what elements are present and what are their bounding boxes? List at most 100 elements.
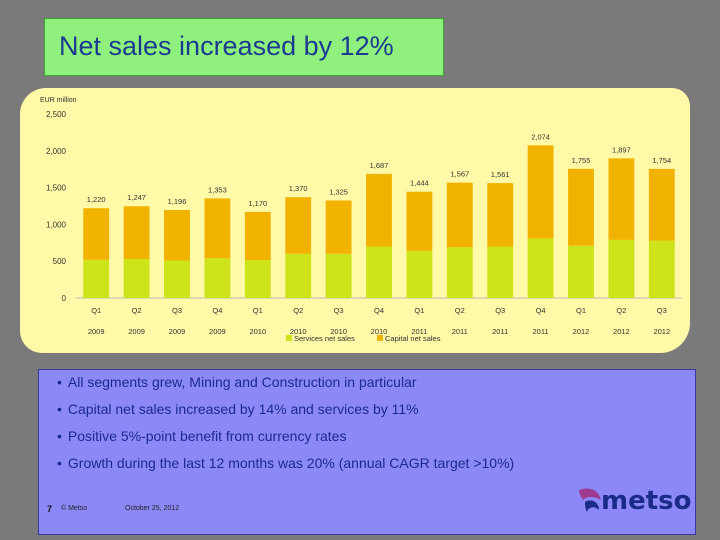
x-tick-year: 2010 xyxy=(330,327,347,336)
x-tick-quarter: Q4 xyxy=(536,306,546,315)
bar-services xyxy=(446,247,473,298)
bullet-3-text: Positive 5%-point benefit from currency … xyxy=(67,428,347,444)
y-tick-label: 2,000 xyxy=(46,147,67,156)
legend-swatch-capital xyxy=(377,335,383,341)
title-box: Net sales increased by 12% xyxy=(44,18,444,76)
x-tick-quarter: Q2 xyxy=(455,306,465,315)
data-label: 1,755 xyxy=(572,156,591,165)
bar-capital xyxy=(164,209,190,261)
bar-services xyxy=(204,258,231,298)
bullets-box: • All segments grew, Mining and Construct… xyxy=(38,369,696,535)
x-tick-year: 2009 xyxy=(88,327,105,336)
footer-date: October 25, 2012 xyxy=(125,505,180,512)
bar-services xyxy=(648,240,675,298)
sales-chart: EUR million 0 500 1,000 1,500 2,000 2,500 1,220… xyxy=(40,97,682,343)
bar-capital xyxy=(83,208,110,260)
x-tick-quarter: Q2 xyxy=(132,306,142,315)
page-number: 7 xyxy=(47,504,53,514)
metso-logo-icon xyxy=(579,488,601,512)
x-tick-year: 2012 xyxy=(653,327,670,336)
x-tick-year: 2010 xyxy=(249,327,266,336)
bar-capital xyxy=(648,168,675,241)
x-tick-quarter: Q2 xyxy=(293,306,303,315)
bar-services xyxy=(406,250,433,298)
bar-services xyxy=(123,258,150,298)
bar-capital xyxy=(244,211,271,261)
bar-capital xyxy=(204,198,231,259)
data-label: 1,196 xyxy=(168,197,187,206)
x-tick-quarter: Q4 xyxy=(374,306,384,315)
bullet-2: • Capital net sales increased by 14% and … xyxy=(57,401,419,417)
x-tick-quarter: Q4 xyxy=(212,306,222,315)
bar-services xyxy=(285,253,312,298)
data-label: 1,220 xyxy=(87,195,106,204)
bar-services xyxy=(366,246,392,298)
x-tick-year: 2010 xyxy=(290,327,307,336)
x-tick-year: 2011 xyxy=(533,327,549,336)
x-tick-year: 2012 xyxy=(573,327,590,336)
bar-capital xyxy=(487,183,514,247)
slide-title: Net sales increased by 12% xyxy=(59,31,394,61)
x-tick-quarter: Q2 xyxy=(616,306,626,315)
chart-area: EUR million 0 500 1,000 1,500 2,000 2,500 1,220… xyxy=(20,88,690,353)
bullet-4: • Growth during the last 12 months was 20… xyxy=(57,455,515,471)
bullet-3: • Positive 5%-point benefit from currency… xyxy=(57,428,347,444)
bullet-2-text: Capital net sales increased by 14% and s… xyxy=(67,401,419,417)
x-tick-quarter: Q3 xyxy=(334,306,344,315)
bullet-1-text: All segments grew, Mining and Constructi… xyxy=(67,374,417,390)
data-label: 1,353 xyxy=(208,185,227,194)
x-tick-year: 2009 xyxy=(128,327,145,336)
bar-capital xyxy=(608,158,635,240)
bar-capital xyxy=(446,182,473,248)
data-label: 1,687 xyxy=(370,161,389,170)
bar-capital xyxy=(325,200,352,254)
legend-label-services: Services net sales xyxy=(294,334,355,343)
x-tick-quarter: Q1 xyxy=(414,306,424,315)
data-label: 1,754 xyxy=(652,156,671,165)
bar-services xyxy=(527,238,554,298)
data-label: 1,370 xyxy=(289,184,308,193)
bar-capital xyxy=(406,191,433,251)
bar-services xyxy=(83,259,110,298)
bar-services xyxy=(325,253,352,298)
metso-logo: metso xyxy=(575,482,695,522)
bar-capital xyxy=(123,206,150,259)
data-label: 1,170 xyxy=(248,199,267,208)
bar-services xyxy=(244,260,271,298)
data-label: 1,247 xyxy=(127,193,146,202)
bar-services xyxy=(568,245,594,298)
x-tick-quarter: Q3 xyxy=(172,306,182,315)
logo-text: metso xyxy=(601,486,692,516)
data-label: 1,567 xyxy=(450,170,469,179)
bullet-4-text: Growth during the last 12 months was 20%… xyxy=(67,455,515,471)
x-tick-quarter: Q3 xyxy=(495,306,505,315)
x-tick-year: 2009 xyxy=(209,327,226,336)
legend-label-capital: Capital net sales xyxy=(385,334,441,343)
x-tick-year: 2010 xyxy=(371,327,388,336)
bullet-1: • All segments grew, Mining and Construct… xyxy=(57,374,417,390)
y-tick-label: 1,500 xyxy=(46,184,67,193)
bar-capital xyxy=(527,145,554,239)
bar-services xyxy=(608,239,635,298)
legend-swatch-services xyxy=(286,335,292,341)
bar-services xyxy=(487,246,514,298)
data-label: 1,561 xyxy=(491,170,510,179)
data-label: 1,444 xyxy=(410,179,429,188)
data-label: 1,325 xyxy=(329,187,348,196)
bar-services xyxy=(164,260,190,298)
x-tick-year: 2011 xyxy=(411,327,427,336)
bar-capital xyxy=(285,197,312,254)
bar-capital xyxy=(568,168,594,246)
bar-capital xyxy=(366,173,392,247)
copyright: © Metso xyxy=(61,505,88,512)
x-tick-year: 2011 xyxy=(492,327,508,336)
x-tick-year: 2012 xyxy=(613,327,630,336)
y-tick-label: 500 xyxy=(53,257,67,266)
y-tick-label: 2,500 xyxy=(46,110,67,119)
x-tick-quarter: Q1 xyxy=(576,306,586,315)
x-tick-quarter: Q1 xyxy=(91,306,101,315)
unit-label: EUR million xyxy=(40,97,77,104)
data-label: 1,897 xyxy=(612,145,631,154)
data-label: 2,074 xyxy=(531,132,550,141)
x-tick-year: 2009 xyxy=(169,327,186,336)
